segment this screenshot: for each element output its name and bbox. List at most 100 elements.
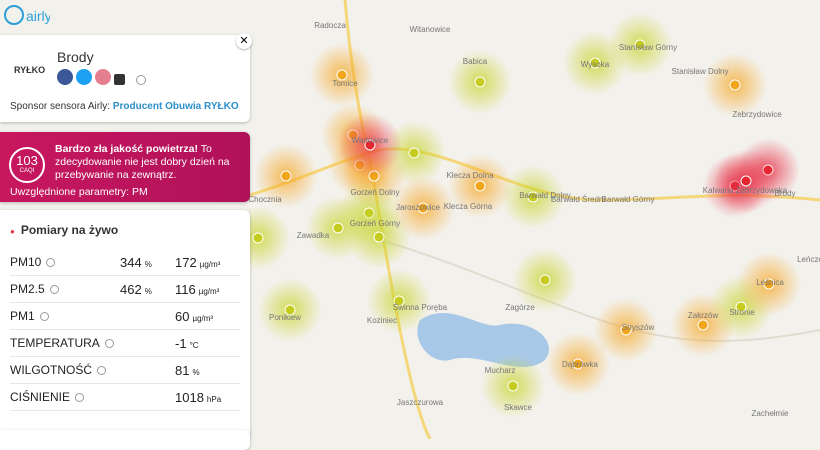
place-label: Radocza <box>314 21 346 30</box>
sponsor-prefix: Sponsor sensora Airly: <box>10 101 111 112</box>
sensor-marker[interactable] <box>735 301 747 313</box>
place-label: Zakrzów <box>688 311 718 320</box>
measurements-title: Pomiary na żywo <box>20 223 119 237</box>
percent-unit: % <box>144 260 152 269</box>
sensor-marker[interactable] <box>252 232 264 244</box>
measurement-label: PM1 <box>10 309 49 323</box>
measurement-value: 116 µg/m³ <box>175 282 219 297</box>
place-label: Brody <box>775 189 796 198</box>
sensor-marker[interactable] <box>364 139 376 151</box>
logo[interactable]: airly <box>2 2 50 28</box>
measurement-value: 81% <box>175 363 200 378</box>
sensor-marker[interactable] <box>474 180 486 192</box>
sensor-marker[interactable] <box>332 222 344 234</box>
sensor-marker[interactable] <box>336 69 348 81</box>
place-label: Skawce <box>504 403 533 412</box>
value-unit: hPa <box>206 395 222 404</box>
sponsor-link[interactable]: Producent Obuwia RYŁKO <box>112 101 239 112</box>
info-icon[interactable] <box>75 393 85 403</box>
measurement-name: CIŚNIENIE <box>10 390 71 404</box>
sensor-marker[interactable] <box>539 274 551 286</box>
place-label: Tomice <box>332 79 358 88</box>
twitter[interactable] <box>76 69 92 85</box>
info-icon[interactable] <box>104 339 114 349</box>
info-icon[interactable] <box>97 366 107 376</box>
measurement-label: PM2.5 <box>10 282 59 296</box>
measurement-row: PM10 344% 172 µg/m³ <box>10 248 240 276</box>
sensor-marker[interactable] <box>634 39 646 51</box>
place-label: Gorzeń Dolny <box>351 188 400 197</box>
value-unit: µg/m³ <box>198 287 220 296</box>
map[interactable]: Radocza Witanowice Babica Wysoka Stanisław G… <box>0 0 820 439</box>
favorite[interactable] <box>95 69 111 85</box>
place-label: Stryszów <box>622 323 655 332</box>
percent-value: 462 <box>120 282 142 297</box>
measurement-row: CIŚNIENIE 1018 hPa <box>10 383 240 411</box>
sensor-marker[interactable] <box>393 295 405 307</box>
measurement-name: PM2.5 <box>10 282 45 296</box>
sensor-marker[interactable] <box>620 324 632 336</box>
place-label: Klecza Dolna <box>446 171 494 180</box>
place-label: Barwałd Górny <box>602 195 655 204</box>
sensor-marker[interactable] <box>740 175 752 187</box>
sensor-marker[interactable] <box>763 278 775 290</box>
sensor-marker[interactable] <box>408 147 420 159</box>
info-icon[interactable] <box>39 312 49 322</box>
measurement-label: CIŚNIENIE <box>10 390 85 404</box>
value-unit: % <box>192 368 200 377</box>
sensor-marker[interactable] <box>474 76 486 88</box>
close-button[interactable]: ✕ <box>236 33 252 49</box>
place-label: Zagórze <box>505 303 535 312</box>
value: 81 <box>175 363 190 378</box>
place-label: Wysoka <box>581 60 610 69</box>
measurement-name: PM10 <box>10 255 42 269</box>
next-card <box>0 430 250 450</box>
place-label: Stronie <box>729 308 755 317</box>
sensor-marker[interactable] <box>373 231 385 243</box>
caqi-label: CAQI <box>19 168 35 174</box>
locate[interactable] <box>136 75 146 85</box>
alert-headline: Bardzo zła jakość powietrza! <box>55 143 198 155</box>
value-unit: µg/m³ <box>192 314 214 323</box>
sensor-marker[interactable] <box>572 358 584 370</box>
place-label: Klecza Górna <box>444 202 493 211</box>
sensor-marker[interactable] <box>589 57 601 69</box>
sensor-name: Brody <box>57 49 94 65</box>
sensor-marker[interactable] <box>284 304 296 316</box>
measurement-row: TEMPERATURA -1 °C <box>10 329 240 357</box>
value: 116 <box>175 282 196 297</box>
sensor-card: RYŁKO Brody Sponsor sensora Airly: Produ… <box>0 35 250 122</box>
place-label: Barwałd Dolny <box>519 191 571 200</box>
measurement-label: TEMPERATURA <box>10 336 114 350</box>
place-label: Zebrzydowice <box>732 110 782 119</box>
sensor-marker[interactable] <box>507 380 519 392</box>
measurement-value: 1018 hPa <box>175 390 221 405</box>
measurement-percent: 462% <box>120 282 152 297</box>
measurement-value: 172 µg/m³ <box>175 255 220 270</box>
value: 1018 <box>175 390 204 405</box>
embed[interactable] <box>114 74 125 85</box>
facebook[interactable] <box>57 69 73 85</box>
info-icon[interactable] <box>46 258 56 268</box>
place-label: Wadowice <box>352 136 389 145</box>
alert-message: To zdecydowanie nie jest dobry dzień na … <box>55 143 230 181</box>
sponsor-logo: RYŁKO <box>14 65 46 75</box>
sensor-marker[interactable] <box>417 202 429 214</box>
place-label: Kalwaria Zebrzydowska <box>703 186 788 195</box>
sensor-marker[interactable] <box>697 319 709 331</box>
sensor-marker[interactable] <box>527 191 539 203</box>
place-label: Zachełmie <box>752 409 789 418</box>
measurement-name: WILGOTNOŚĆ <box>10 363 93 377</box>
measurement-name: TEMPERATURA <box>10 336 100 350</box>
info-icon[interactable] <box>49 285 59 295</box>
place-label: Jaszczurowa <box>397 398 444 407</box>
place-label: Mucharz <box>485 366 516 375</box>
sensor-marker[interactable] <box>729 79 741 91</box>
sensor-marker[interactable] <box>280 170 292 182</box>
logo-text: airly <box>26 8 50 24</box>
place-label: Świnna Poręba <box>393 303 448 312</box>
measurement-label: WILGOTNOŚĆ <box>10 363 107 377</box>
place-label: Babica <box>463 57 488 66</box>
measurement-row: PM2.5 462% 116 µg/m³ <box>10 275 240 303</box>
